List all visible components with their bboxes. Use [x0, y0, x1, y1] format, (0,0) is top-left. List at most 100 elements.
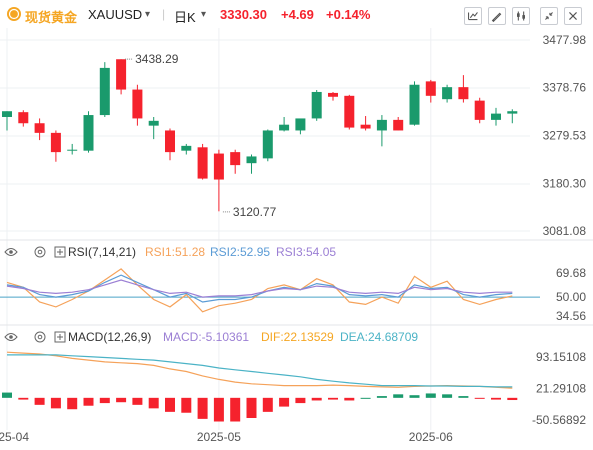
candle-body: [213, 153, 224, 180]
chevron-down-icon[interactable]: ▾: [145, 9, 151, 20]
candle-body: [181, 145, 192, 151]
close-icon[interactable]: [564, 7, 582, 25]
macd-histogram-bar: [311, 397, 322, 401]
candle-body: [344, 95, 355, 128]
candle-body: [360, 124, 371, 129]
macd-histogram-bar: [99, 397, 110, 404]
rsi-line-rsi3: [6, 279, 513, 298]
settings-icon[interactable]: [34, 246, 46, 258]
macd-histogram-bar: [197, 397, 208, 419]
candle-body: [295, 118, 306, 131]
candle-body: [507, 111, 518, 114]
divider: |: [162, 7, 166, 21]
candle-body: [474, 100, 485, 120]
price-annotation: 3120.77: [233, 205, 277, 219]
candle-body: [262, 130, 273, 159]
macd-histogram-bar: [393, 394, 404, 398]
macd-panel: 93.15108 21.29108 -50.56892: [2, 350, 586, 427]
candle-body: [2, 111, 12, 117]
expand-box-icon[interactable]: [54, 246, 66, 258]
macd-histogram-bar: [148, 397, 159, 409]
macd-histogram-bar: [360, 397, 371, 399]
candle-body: [50, 132, 61, 153]
time-axis-label: 2025-05: [197, 430, 241, 444]
dif-legend: DIF:22.13529: [261, 330, 334, 344]
candle-body: [311, 91, 322, 119]
price-annotations: 3438.29 3120.77: [125, 52, 277, 219]
candle-body: [132, 89, 143, 119]
macd-histogram-bar: [213, 397, 224, 422]
macd-histogram-bar: [83, 397, 94, 406]
macd-histogram-bar: [132, 397, 143, 405]
last-price: 3330.30: [220, 7, 267, 22]
price-axis: 3477.98 3378.76 3279.53 3180.30 3081.08: [543, 33, 587, 238]
time-axis-label: 2025-06: [409, 430, 453, 444]
macd-axis-label: -50.56892: [532, 413, 586, 427]
eye-icon[interactable]: [4, 333, 18, 341]
macd-histogram-bar: [50, 397, 61, 409]
collapse-icon[interactable]: [540, 7, 558, 25]
price-axis-label: 3081.08: [543, 224, 587, 238]
macd-histogram-bar: [2, 392, 12, 398]
expand-box-icon[interactable]: [54, 331, 66, 343]
drawing-tool-icon[interactable]: [488, 7, 506, 25]
candle-body: [409, 84, 420, 125]
candle-body: [491, 113, 501, 120]
candle-body: [116, 59, 127, 90]
macd-axis-label: 21.29108: [536, 382, 586, 396]
macd-header: MACD(12,26,9) MACD:-5.10361 DIF:22.13529…: [4, 330, 418, 344]
dea-line: [7, 354, 513, 388]
macd-histogram-bar: [67, 397, 78, 410]
candle-body: [165, 130, 175, 153]
candle-body: [197, 147, 208, 179]
candle-body: [83, 115, 94, 151]
price-change-percent: +0.14%: [326, 7, 371, 22]
macd-histogram-bar: [116, 397, 127, 403]
macd-histogram-bar: [425, 393, 436, 398]
candle-body: [393, 119, 404, 131]
macd-histogram-bar: [246, 397, 257, 418]
rsi1-legend: RSI1:51.28: [145, 245, 205, 259]
rsi-line-rsi2: [6, 274, 513, 303]
price-axis-label: 3477.98: [543, 33, 587, 47]
dea-legend: DEA:24.68709: [340, 330, 418, 344]
eye-icon[interactable]: [4, 248, 18, 256]
grid-lines: [0, 28, 593, 430]
chart-type-icon[interactable]: [464, 7, 482, 25]
candle-body: [376, 119, 387, 131]
macd-histogram-bar: [181, 397, 192, 413]
macd-histogram-bar: [442, 394, 453, 398]
rsi-label: RSI(7,14,21): [68, 245, 136, 259]
macd-histogram-bar: [262, 397, 273, 412]
rsi-panel: 69.68 50.00 34.56: [0, 266, 586, 323]
candle-body: [458, 87, 469, 100]
chevron-down-icon[interactable]: ▾: [201, 9, 207, 20]
chart-header: 现货黄金 XAUUSD ▾ | 日K ▾ 3330.30 +4.69 +0.14…: [0, 0, 593, 30]
settings-icon[interactable]: [34, 331, 46, 343]
macd-histogram-bar: [458, 396, 469, 398]
instrument-symbol-select[interactable]: XAUUSD: [88, 7, 143, 22]
candle-body: [67, 149, 78, 151]
rsi2-legend: RSI2:52.95: [210, 245, 270, 259]
indicator-settings-icon[interactable]: [512, 7, 530, 25]
macd-histogram-bar: [230, 397, 241, 422]
candle-body: [442, 87, 453, 100]
dif-line: [6, 351, 513, 389]
candle-body: [34, 123, 45, 133]
macd-histogram-bar: [165, 397, 175, 412]
price-axis-label: 3279.53: [543, 129, 587, 143]
candle-body: [230, 152, 241, 166]
candle-body: [99, 67, 110, 116]
macd-histogram-bar: [34, 397, 45, 405]
candle-body: [328, 92, 338, 97]
macd-legend: MACD:-5.10361: [163, 330, 249, 344]
price-axis-label: 3180.30: [543, 176, 587, 190]
instrument-name: 现货黄金: [25, 10, 78, 25]
macd-axis-label: 93.15108: [536, 350, 586, 364]
interval-select[interactable]: 日K: [174, 10, 196, 25]
candle-body: [425, 81, 436, 96]
rsi-header: RSI(7,14,21) RSI1:51.28 RSI2:52.95 RSI3:…: [4, 245, 336, 259]
candle-body: [279, 124, 290, 131]
price-change: +4.69: [281, 7, 314, 22]
